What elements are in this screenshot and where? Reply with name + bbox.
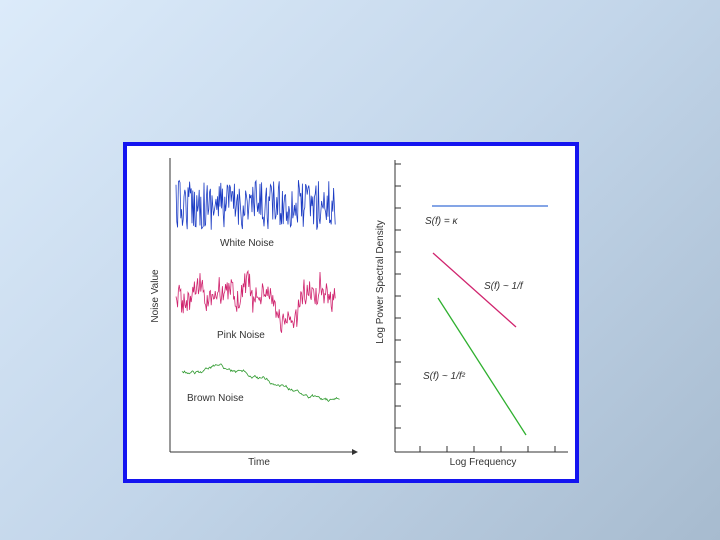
spectrum-line xyxy=(432,252,517,328)
line-label: S(f) = κ xyxy=(425,216,459,227)
noise-trace xyxy=(175,179,336,230)
noise-trace xyxy=(175,269,336,333)
left-axes xyxy=(169,158,358,455)
line-label: S(f) ~ 1/f xyxy=(484,281,524,292)
trace-label: Brown Noise xyxy=(187,393,244,404)
line-label: S(f) ~ 1/f² xyxy=(423,371,466,382)
trace-label: White Noise xyxy=(220,238,274,249)
x-axis-label: Log Frequency xyxy=(450,457,517,468)
spectrum-line xyxy=(437,297,527,436)
y-axis-label: Log Power Spectral Density xyxy=(375,220,386,343)
y-axis-label: Noise Value xyxy=(150,269,161,323)
trace-label: Pink Noise xyxy=(217,330,265,341)
noise-trace xyxy=(181,363,340,402)
x-axis-label: Time xyxy=(248,457,270,468)
right-axes xyxy=(394,160,568,453)
